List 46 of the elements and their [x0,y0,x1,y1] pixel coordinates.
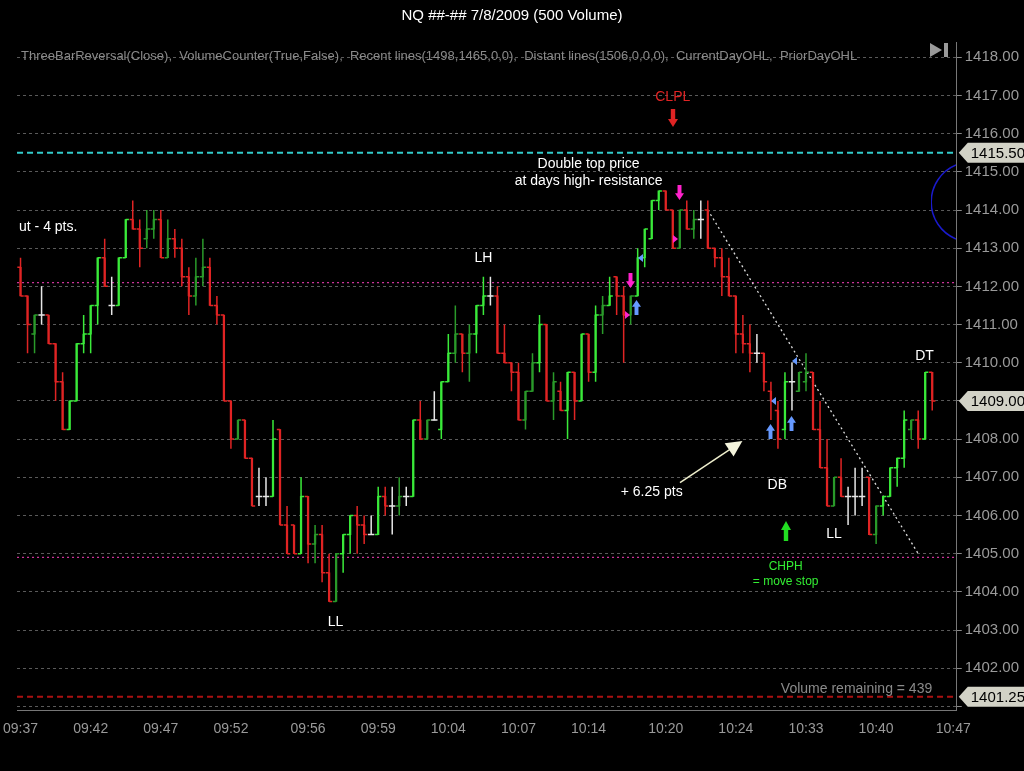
y-tick-label: 1418.00 [964,47,1020,65]
y-tick-label: 1414.00 [964,200,1020,218]
x-tick-label: 10:20 [648,720,684,737]
annotation: CLPL [655,88,691,105]
x-tick-label: 10:04 [430,720,467,737]
text: 1409.00 [970,392,1024,410]
x-tick-label: 10:14 [571,720,607,737]
annotation: LL [327,613,344,630]
x-tick-label: 09:59 [360,720,396,737]
annotation: LL [826,525,843,542]
y-tick-label: 1416.00 [964,123,1020,141]
y-tick-label: 1411.00 [964,314,1018,332]
chart-title: NQ ##-## 7/8/2009 (500 Volume) [400,6,624,23]
x-tick-label: 09:37 [3,720,39,737]
annotation: Volume remaining = 439 [780,680,933,697]
y-tick-label: 1406.00 [964,505,1020,523]
x-tick-label: 09:56 [290,720,326,737]
annotation: CHPH = move stop [752,559,819,589]
ref-line-label: 1401.25 [970,687,1024,705]
y-tick-label: 1404.00 [964,581,1020,599]
x-tick-label: 09:42 [73,720,109,737]
y-tick-label: 1407.00 [964,467,1020,485]
annotation: ut - 4 pts. [19,218,78,235]
x-tick-label: 09:52 [213,720,249,737]
y-tick-label: 1413.00 [964,238,1020,256]
y-tick-label: 1417.00 [964,85,1020,103]
y-tick-label: 1402.00 [964,658,1020,676]
x-tick-label: 10:33 [788,720,824,737]
x-tick-label: 10:07 [500,720,537,737]
annotation: LH [474,249,493,266]
annotation: Double top price at days high- resistance [514,155,663,189]
y-tick-label: 1408.00 [964,429,1020,447]
x-tick-label: 09:47 [143,720,179,737]
text: ThreeBarReversal(Close), VolumeCounter(True,False), Recent lines(1498,1465,0,0), Distant lines(1506,0,0,0), CurrentDayOHL, PriorDayOHL [21,48,858,63]
annotation: DT [915,347,935,364]
y-tick-label: 1403.00 [964,620,1020,638]
x-tick-label: 10:40 [858,720,894,737]
y-tick-label: 1412.00 [964,276,1020,294]
y-tick-label: 1405.00 [964,543,1020,561]
annotation: DB [767,475,787,492]
ref-line-label: 1415.50 [970,143,1024,161]
x-tick-label: 10:47 [935,720,971,737]
y-tick-label: 1415.00 [964,161,1020,179]
y-tick-label: 1410.00 [964,352,1020,370]
annotation: + 6.25 pts [620,483,683,500]
x-tick-label: 10:24 [718,720,754,737]
